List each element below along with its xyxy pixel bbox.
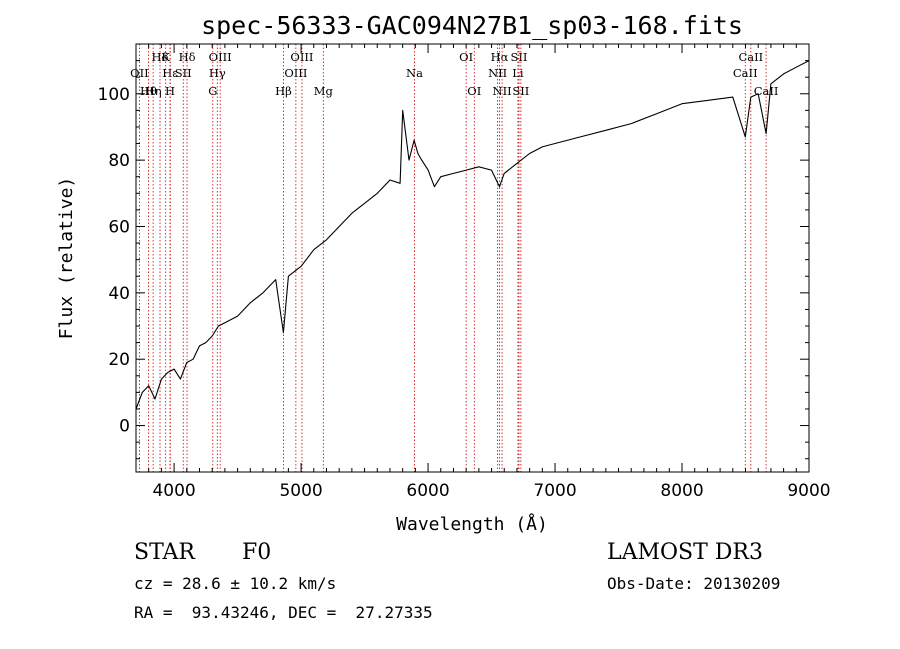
line-mark-label-16: Na [406, 66, 423, 80]
line-mark-label-12: OIII [290, 50, 313, 64]
survey-name: LAMOST DR3 [607, 540, 763, 565]
y-tick-label-60: 60 [108, 217, 130, 237]
x-tick-label-9000: 9000 [787, 481, 830, 501]
line-mark-label-7: Hδ [179, 50, 196, 64]
line-mark-label-27: CaII [754, 84, 779, 98]
line-mark-label-14: Hβ [275, 84, 292, 98]
line-mark-label-25: CaII [738, 50, 763, 64]
line-mark-label-13: OIII [284, 66, 307, 80]
x-tick-label-7000: 7000 [533, 481, 576, 501]
line-mark-label-23: NII [493, 84, 512, 98]
x-axis-label: Wavelength (Å) [396, 513, 548, 535]
line-mark-label-2: Hθ [140, 84, 157, 98]
line-mark-label-9: OIII [209, 50, 232, 64]
line-mark-label-18: OI [467, 84, 481, 98]
spectral-subclass: F0 [242, 540, 272, 565]
line-mark-label-6: H [165, 84, 175, 98]
line-mark-label-0: Hδ [152, 50, 169, 64]
spectrum-line [135, 60, 810, 410]
y-axis-label: Flux (relative) [56, 177, 77, 340]
chart-title: spec-56333-GAC094N27B1_sp03-168.fits [201, 11, 743, 40]
plot-area [135, 60, 810, 410]
line-mark-label-4: K [161, 50, 170, 64]
line-mark-label-10: Hγ [209, 66, 226, 80]
line-mark-label-19: Hα [491, 50, 509, 64]
line-mark-label-1: OII [130, 66, 149, 80]
line-mark-label-24: SII [512, 84, 529, 98]
axes-group: 4000 5000 6000 7000 8000 9000 0 20 40 60 80 100 [98, 44, 831, 501]
line-mark-label-8: SII [175, 66, 192, 80]
y-tick-label-100: 100 [98, 85, 130, 105]
line-mark-label-3: Hη [145, 84, 162, 98]
line-mark-label-17: OI [459, 50, 473, 64]
object-class: STAR [134, 540, 195, 565]
x-tick-label-4000: 4000 [152, 481, 195, 501]
redshift-velocity: cz = 28.6 ± 10.2 km/s [134, 574, 337, 593]
line-mark-label-11: G [208, 84, 217, 98]
line-mark-label-20: SII [510, 50, 527, 64]
x-tick-label-6000: 6000 [406, 481, 449, 501]
line-mark-label-21: NII [488, 66, 507, 80]
x-tick-label-8000: 8000 [660, 481, 703, 501]
observation-date: Obs-Date: 20130209 [607, 574, 781, 593]
plot-frame [135, 43, 810, 473]
y-tick-label-20: 20 [108, 350, 130, 370]
y-tick-label-0: 0 [119, 417, 130, 437]
line-mark-label-22: Li [512, 66, 524, 80]
y-tick-label-80: 80 [108, 151, 130, 171]
line-mark-label-15: Mg [314, 84, 334, 98]
line-mark-label-26: CaII [733, 66, 758, 80]
y-tick-label-40: 40 [108, 284, 130, 304]
coordinates: RA = 93.43246, DEC = 27.27335 [134, 603, 433, 622]
x-tick-label-5000: 5000 [279, 481, 322, 501]
